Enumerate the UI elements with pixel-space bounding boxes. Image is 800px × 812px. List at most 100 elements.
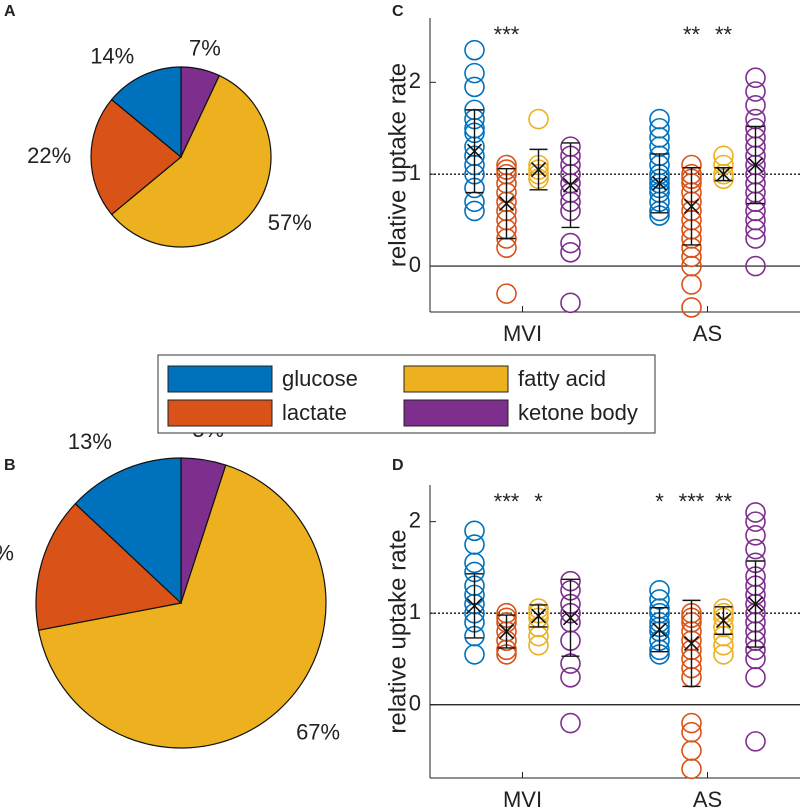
data-point [745, 666, 766, 688]
pie-label: 7% [189, 36, 221, 61]
data-point [560, 241, 581, 263]
data-point [745, 731, 766, 752]
mean-marker [498, 196, 515, 212]
legend-label: lactate [282, 400, 347, 425]
mean-marker [562, 610, 579, 626]
data-point [745, 511, 766, 532]
mean-marker [715, 612, 732, 629]
x-tick-label: MVI [503, 787, 542, 812]
panel-label: B [4, 457, 16, 474]
data-point [745, 81, 766, 102]
data-point [713, 644, 734, 665]
pie-label: 15% [0, 540, 14, 565]
data-point [464, 62, 485, 84]
pie-slice [37, 464, 327, 749]
mean-marker [530, 608, 547, 624]
panel-label: C [392, 3, 404, 20]
data-point [713, 163, 734, 185]
mean-marker [562, 177, 579, 193]
mean-marker [747, 157, 764, 173]
legend-swatch [167, 399, 273, 427]
significance-label: ** [715, 489, 733, 514]
legend-label: ketone body [518, 400, 638, 425]
data-point [681, 297, 702, 318]
y-tick-label: 2 [409, 507, 421, 532]
mean-marker [466, 143, 483, 159]
legend-swatch [403, 365, 509, 393]
y-tick-label: 1 [409, 160, 421, 185]
mean-marker [747, 596, 764, 612]
x-tick-label: AS [693, 321, 722, 346]
data-point [681, 758, 702, 780]
data-point [528, 108, 549, 130]
data-point [496, 283, 517, 304]
significance-label: ** [715, 22, 733, 47]
x-tick-label: MVI [503, 321, 542, 346]
y-axis-label: relative uptake rate [384, 529, 411, 733]
data-point [745, 502, 766, 523]
y-tick-label: 2 [409, 68, 421, 93]
mean-marker [651, 622, 668, 638]
panel-label: A [4, 3, 16, 20]
pie-slice [35, 502, 183, 631]
significance-label: *** [679, 489, 705, 514]
significance-label: ** [683, 22, 701, 47]
mean-marker [530, 162, 547, 178]
y-tick-label: 1 [409, 599, 421, 624]
mean-marker [715, 166, 732, 182]
data-point [745, 255, 766, 277]
pie-slice [90, 98, 182, 216]
data-point [560, 666, 581, 688]
panel-label: D [392, 457, 404, 474]
data-point [745, 228, 766, 249]
data-point [464, 644, 485, 665]
data-point [464, 76, 485, 98]
legend-label: glucose [282, 366, 358, 391]
mean-marker [466, 598, 483, 614]
data-point [745, 219, 766, 240]
pie-label: 57% [268, 210, 312, 235]
data-point [745, 538, 766, 560]
significance-label: * [534, 489, 543, 514]
pie-slice [110, 74, 272, 248]
pie-label: 67% [296, 719, 340, 744]
data-point [560, 232, 581, 254]
y-tick-label: 0 [409, 252, 421, 277]
data-point [560, 712, 581, 734]
data-point [464, 520, 485, 542]
significance-label: *** [494, 489, 520, 514]
data-point [464, 39, 485, 61]
data-point [745, 67, 766, 89]
legend-swatch [167, 365, 273, 393]
mean-marker [651, 175, 668, 191]
mean-marker [683, 198, 700, 214]
pie-label: 22% [27, 143, 71, 168]
significance-label: *** [494, 22, 520, 47]
mean-marker [683, 635, 700, 651]
data-point [745, 525, 766, 546]
data-point [745, 94, 766, 116]
data-point [713, 634, 734, 656]
data-point [681, 740, 702, 761]
data-point [560, 292, 581, 314]
pie-label: 13% [68, 429, 112, 454]
x-tick-label: AS [693, 787, 722, 812]
pie-slice [74, 457, 182, 605]
legend-swatch [403, 399, 509, 427]
data-point [681, 712, 702, 734]
data-point [464, 200, 485, 222]
data-point [464, 552, 485, 574]
pie-label: 14% [90, 43, 134, 68]
legend: glucose lactate fatty acid ketone body [157, 354, 656, 434]
pie-slice [110, 66, 182, 159]
mean-marker [498, 623, 515, 640]
data-point [681, 246, 702, 268]
y-tick-label: 0 [409, 691, 421, 716]
legend-label: fatty acid [518, 366, 606, 391]
significance-label: * [655, 489, 664, 514]
data-point [681, 274, 702, 295]
y-axis-label: relative uptake rate [384, 63, 411, 267]
data-point [464, 534, 485, 555]
